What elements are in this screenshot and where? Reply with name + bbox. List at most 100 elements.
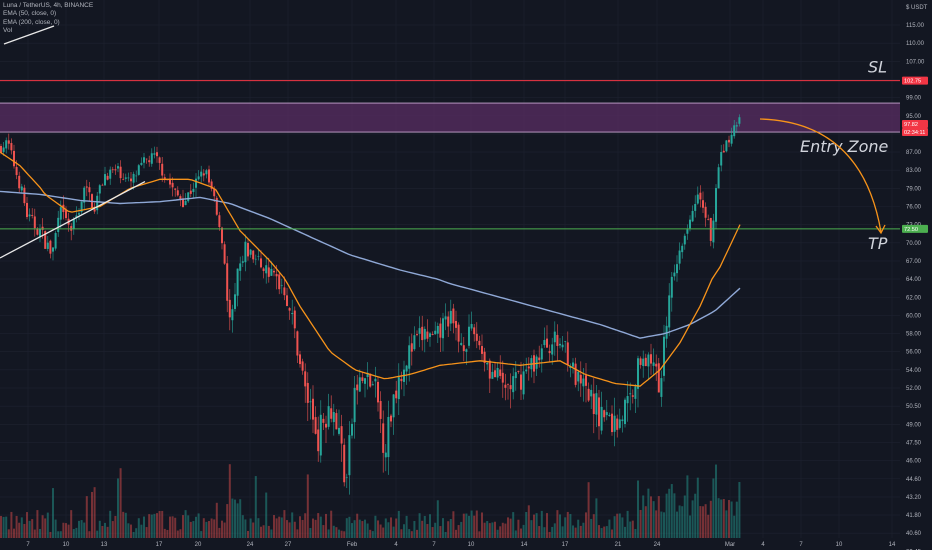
volume-bar: [691, 500, 694, 538]
candle-body: [629, 393, 632, 395]
candle-body: [114, 169, 117, 171]
price-tick-label: 47.50: [906, 440, 922, 446]
candle-body: [267, 267, 270, 277]
volume-bar: [132, 531, 135, 538]
projection-arrow-head: [875, 224, 886, 235]
tp-price-badge: 72.50: [904, 227, 918, 233]
volume-bar: [611, 529, 613, 538]
candle-body: [397, 377, 400, 400]
volume-bar: [36, 510, 39, 538]
candle-body: [683, 235, 686, 245]
candle-body: [327, 406, 330, 427]
volume-bar: [202, 518, 205, 538]
candle-body: [663, 336, 665, 376]
volume-bar: [543, 527, 546, 538]
candle-body: [624, 399, 626, 425]
volume-bar: [533, 514, 535, 538]
candle-body: [725, 140, 728, 152]
candle-body: [304, 371, 307, 387]
volume-bar: [514, 530, 517, 538]
candle-body: [634, 386, 637, 399]
volume-bar: [67, 524, 70, 538]
volume-bar: [717, 498, 720, 538]
candle-body: [642, 358, 645, 367]
candle-body: [145, 158, 148, 160]
candle-body: [330, 408, 333, 419]
volume-bar: [46, 512, 49, 538]
legend-ema200[interactable]: EMA (200, close, 0): [3, 18, 60, 26]
volume-bar: [699, 506, 702, 538]
volume-bar: [288, 522, 291, 538]
candle-body: [377, 381, 379, 403]
volume-bar: [478, 531, 481, 538]
candle-body: [226, 263, 229, 301]
price-axis[interactable]: 115.00110.00107.00103.0099.0095.0091.008…: [902, 5, 928, 550]
sl-price-badge-bg: [902, 76, 928, 85]
candle-body: [98, 185, 101, 194]
volume-bar: [418, 513, 421, 538]
candle-body: [234, 294, 236, 309]
legend-ema50[interactable]: EMA (50, close, 0): [3, 10, 57, 18]
volume-bar: [652, 501, 655, 538]
volume-bar: [397, 510, 400, 538]
candle-body: [273, 270, 275, 273]
candle-body: [88, 187, 91, 193]
volume-bar: [377, 520, 379, 538]
price-tick-label: 54.00: [906, 368, 922, 374]
volume-bar: [426, 524, 429, 538]
volume-bar: [499, 526, 502, 538]
volume-bar: [374, 515, 377, 538]
volume-bar: [338, 529, 340, 538]
ema50-line: [0, 151, 741, 387]
volume-bar: [291, 512, 294, 538]
candle-body: [2, 147, 5, 152]
volume-bar: [400, 529, 403, 538]
volume-bar: [455, 529, 457, 538]
candle-body: [525, 369, 528, 372]
volume-bar: [10, 511, 13, 538]
entry-zone-band: [0, 103, 900, 133]
candle-body: [582, 378, 585, 387]
legend-symbol[interactable]: Luna / TetherUS, 4h, BINANCE: [3, 2, 94, 9]
candle-body: [577, 371, 580, 382]
volume-bar: [442, 518, 444, 538]
candle-body: [382, 423, 385, 453]
candle-body: [143, 157, 145, 163]
candle-body: [361, 377, 364, 381]
volume-bar: [504, 523, 507, 538]
volume-bar: [696, 477, 699, 538]
volume-bar: [410, 531, 413, 538]
volume-bar: [299, 516, 301, 538]
volume-bar: [0, 515, 2, 538]
volume-bar: [449, 518, 452, 538]
volume-bar: [473, 515, 476, 538]
candle-body: [312, 398, 314, 420]
volume-bar: [676, 511, 678, 538]
price-tick-label: 58.00: [906, 332, 922, 338]
volume-bar: [712, 478, 715, 538]
candle-body: [390, 415, 392, 422]
legend-vol[interactable]: Vol: [3, 27, 13, 35]
volume-bar: [694, 493, 697, 538]
volume-bar: [306, 474, 309, 538]
candle-body: [153, 153, 156, 155]
candle-body: [319, 414, 322, 456]
tp-price-badge-bg: [902, 224, 928, 233]
volume-bar: [468, 515, 470, 538]
candle-body: [655, 363, 658, 367]
volume-bar: [387, 522, 390, 538]
time-axis[interactable]: 7 10 13 17 20 24 27 Feb 4 7 10 14 17 21 24 Mar 4 7 10 14: [26, 542, 896, 548]
candle-body: [174, 188, 177, 190]
volume-bar: [104, 522, 106, 538]
candle-body: [696, 194, 699, 204]
candle-body: [202, 173, 205, 176]
time-tick-label: 14: [889, 542, 896, 548]
volume-bar: [686, 475, 689, 538]
volume-bar: [228, 464, 231, 538]
entry-zone-label: Entry Zone: [800, 137, 889, 156]
volume-bar: [140, 524, 143, 538]
candle-body: [182, 198, 184, 208]
candle-body: [436, 325, 439, 334]
